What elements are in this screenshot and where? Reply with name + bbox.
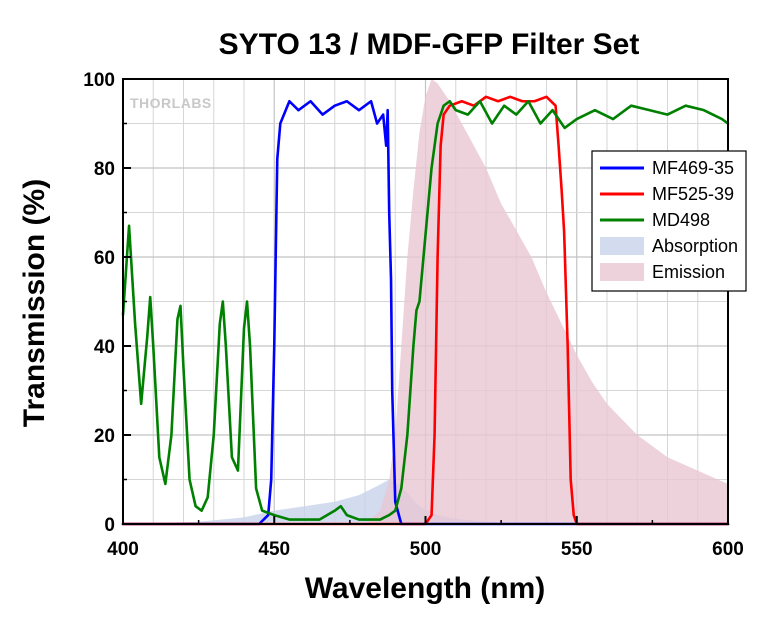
legend-label-emission: Emission	[652, 262, 725, 282]
x-axis-label: Wavelength (nm)	[305, 572, 546, 605]
x-tick-label: 600	[712, 539, 744, 560]
chart-title: SYTO 13 / MDF-GFP Filter Set	[219, 28, 640, 61]
plot-area: THORLABS 400 450 500 550 600 0 20 40 60 80 100	[83, 70, 744, 560]
legend-label-md498: MD498	[652, 210, 710, 230]
legend-label-absorption: Absorption	[652, 236, 738, 256]
series-line-md498	[121, 99, 730, 521]
x-tick-label: 550	[561, 539, 593, 560]
y-tick-label: 80	[94, 159, 115, 180]
y-tick-label: 60	[94, 248, 115, 269]
x-tick-label: 400	[107, 539, 139, 560]
legend-swatch-absorption	[600, 237, 644, 255]
legend-swatch-emission	[600, 263, 644, 281]
series-area-emission	[123, 79, 728, 524]
watermark-logo: THORLABS	[130, 95, 212, 111]
legend-label-mf525-39: MF525-39	[652, 184, 734, 204]
series-area-absorption	[123, 479, 728, 524]
y-tick-label: 100	[83, 70, 115, 91]
y-axis-label: Transmission (%)	[18, 179, 51, 427]
y-tick-label: 0	[104, 515, 115, 536]
y-tick-label: 40	[94, 337, 115, 358]
x-tick-label: 450	[258, 539, 290, 560]
y-tick-label: 20	[94, 426, 115, 447]
x-tick-label: 500	[410, 539, 442, 560]
series-line-mf525-39	[121, 95, 730, 526]
series-line-mf469-35	[121, 99, 730, 526]
legend-label-mf469-35: MF469-35	[652, 158, 734, 178]
legend: MF469-35 MF525-39 MD498 Absorption Emission	[591, 150, 747, 292]
